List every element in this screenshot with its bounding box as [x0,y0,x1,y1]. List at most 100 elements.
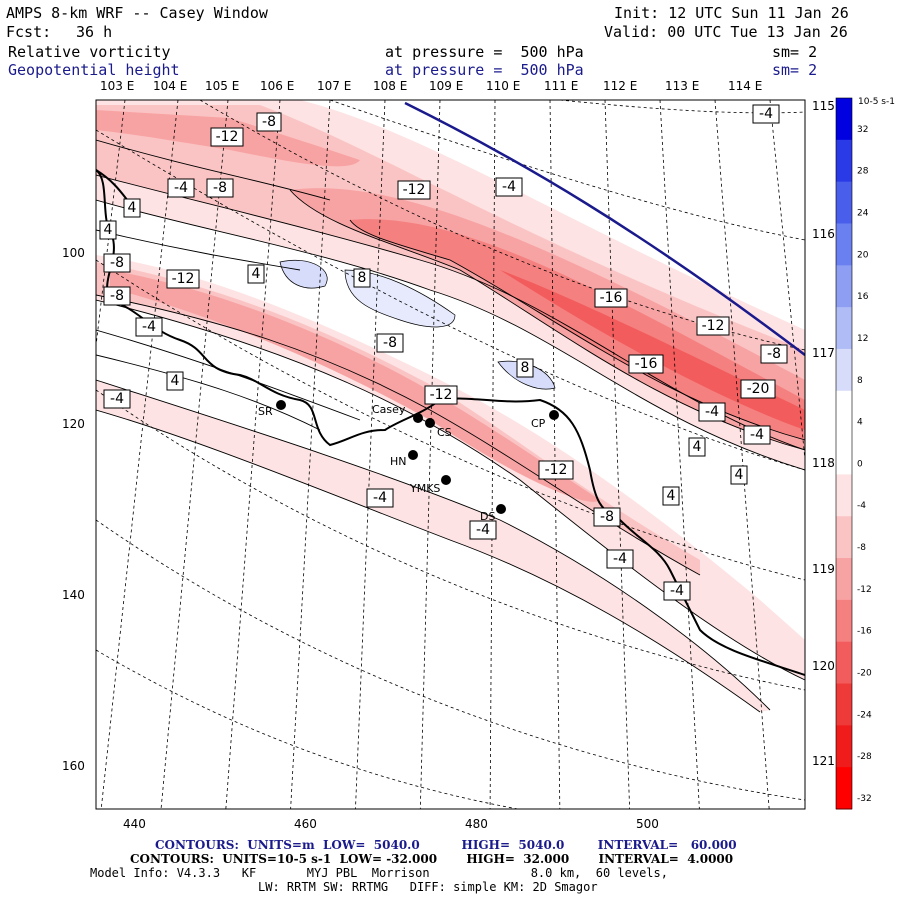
colorbar-swatch [836,139,852,183]
svg-text:4: 4 [693,439,702,455]
colorbar-swatch [836,348,852,392]
colorbar-swatch [836,432,852,475]
contour-label: -4 [743,425,771,445]
contour-label: -4 [698,402,726,422]
field2-name: Geopotential height [8,61,180,79]
svg-text:120: 120 [62,417,85,431]
colorbar-swatch [836,558,852,601]
plot-frame [95,99,806,810]
longitude-grid [96,100,805,809]
init-time: Init: 12 UTC Sun 11 Jan 26 [614,4,849,22]
contour-label: 4 [730,465,748,485]
svg-text:4: 4 [128,200,137,216]
svg-text:-8: -8 [213,180,227,196]
contour-label: -8 [103,286,131,306]
colorbar-swatches [835,97,853,810]
svg-text:109 E: 109 E [429,79,463,93]
svg-text:-8: -8 [262,114,276,130]
footer-vorticity-contours: CONTOURS: UNITS=10-5 s-1 LOW= -32.000 HI… [130,852,734,866]
contour-label: -12 [424,385,458,405]
svg-text:8: 8 [521,360,530,376]
svg-text:4: 4 [735,467,744,483]
contour-label: -8 [103,253,131,273]
colorbar-swatch [836,683,852,726]
svg-text:-12: -12 [430,387,453,403]
svg-text:HN: HN [390,455,407,468]
svg-text:480: 480 [465,817,488,831]
contour-label: -4 [663,581,691,601]
station-cs: CS [425,418,452,439]
svg-text:4: 4 [252,266,261,282]
svg-text:-4: -4 [705,404,719,420]
contour-label: -4 [167,178,195,198]
field1-smoothing: sm= 2 [772,43,818,61]
svg-text:-8: -8 [383,335,397,351]
svg-text:-12: -12 [545,462,568,478]
colorbar-swatch [836,98,852,141]
colorbar-swatch [836,767,852,810]
contour-label: 4 [662,486,680,506]
geopotential-height-contour [404,101,805,356]
contour-label: -8 [593,507,621,527]
colorbar: 10-5 s-1 32 28 24 20 16 12 8 4 0 -4 -8 -12 -16 -20 -24… [835,97,895,810]
svg-text:114 E: 114 E [728,79,762,93]
svg-text:-8: -8 [110,255,124,271]
svg-text:140: 140 [62,588,85,602]
colorbar-label: -16 [857,627,872,637]
contour-label: -4 [469,520,497,540]
footer-physics-info: LW: RRTM SW: RRTMG DIFF: simple KM: 2D S… [258,880,598,894]
station-hn: HN [390,450,418,468]
map-plot-area [96,100,805,809]
contour-label: -20 [740,379,776,399]
colorbar-swatch [836,725,852,768]
svg-text:-16: -16 [635,356,658,372]
svg-text:CP: CP [531,417,546,430]
svg-text:-8: -8 [767,346,781,362]
contour-label: 8 [353,268,371,288]
contour-label: -8 [760,344,788,364]
x-axis-ticks: 440 460 480 500 [123,817,659,831]
colorbar-label: -4 [857,501,866,511]
contour-label: -4 [103,389,131,409]
svg-text:-4: -4 [142,319,156,335]
contour-label: 4 [123,198,141,218]
colorbar-label: 8 [857,376,863,386]
colorbar-label: -8 [857,543,866,553]
contour-label: 4 [99,220,117,240]
colorbar-swatch [836,516,852,559]
colorbar-label: -24 [857,710,872,720]
svg-text:500: 500 [636,817,659,831]
colorbar-labels: 32 28 24 20 16 12 8 4 0 -4 -8 -12 -16 -20 -24 -28 -32 [857,125,872,804]
contour-label: -16 [594,288,628,308]
station-casey: Casey [372,403,423,423]
contour-label: -4 [135,317,163,337]
station-sr: SR [258,400,286,418]
contour-label: 8 [516,358,534,378]
colorbar-label: -32 [857,794,872,804]
svg-text:CS: CS [437,426,452,439]
svg-text:4: 4 [104,222,113,238]
svg-text:-4: -4 [759,106,773,122]
svg-text:-4: -4 [670,583,684,599]
coastline [96,169,805,676]
forecast-hours: 36 h [76,23,113,41]
colorbar-swatch [836,474,852,517]
svg-text:103 E: 103 E [100,79,134,93]
svg-text:107 E: 107 E [317,79,351,93]
svg-text:-4: -4 [110,391,124,407]
contour-label: 4 [247,264,265,284]
svg-text:105 E: 105 E [205,79,239,93]
colorbar-label: -12 [857,585,872,595]
svg-text:-12: -12 [172,271,195,287]
contour-label: -12 [538,460,574,480]
colorbar-label: 24 [857,208,869,218]
svg-text:106 E: 106 E [260,79,294,93]
contour-label: -12 [397,180,431,200]
svg-text:SR: SR [258,405,273,418]
contour-label: -16 [628,354,664,374]
colorbar-label: 12 [857,334,868,344]
contour-label: 4 [688,437,706,457]
svg-text:111 E: 111 E [544,79,578,93]
contour-label: -4 [606,549,634,569]
